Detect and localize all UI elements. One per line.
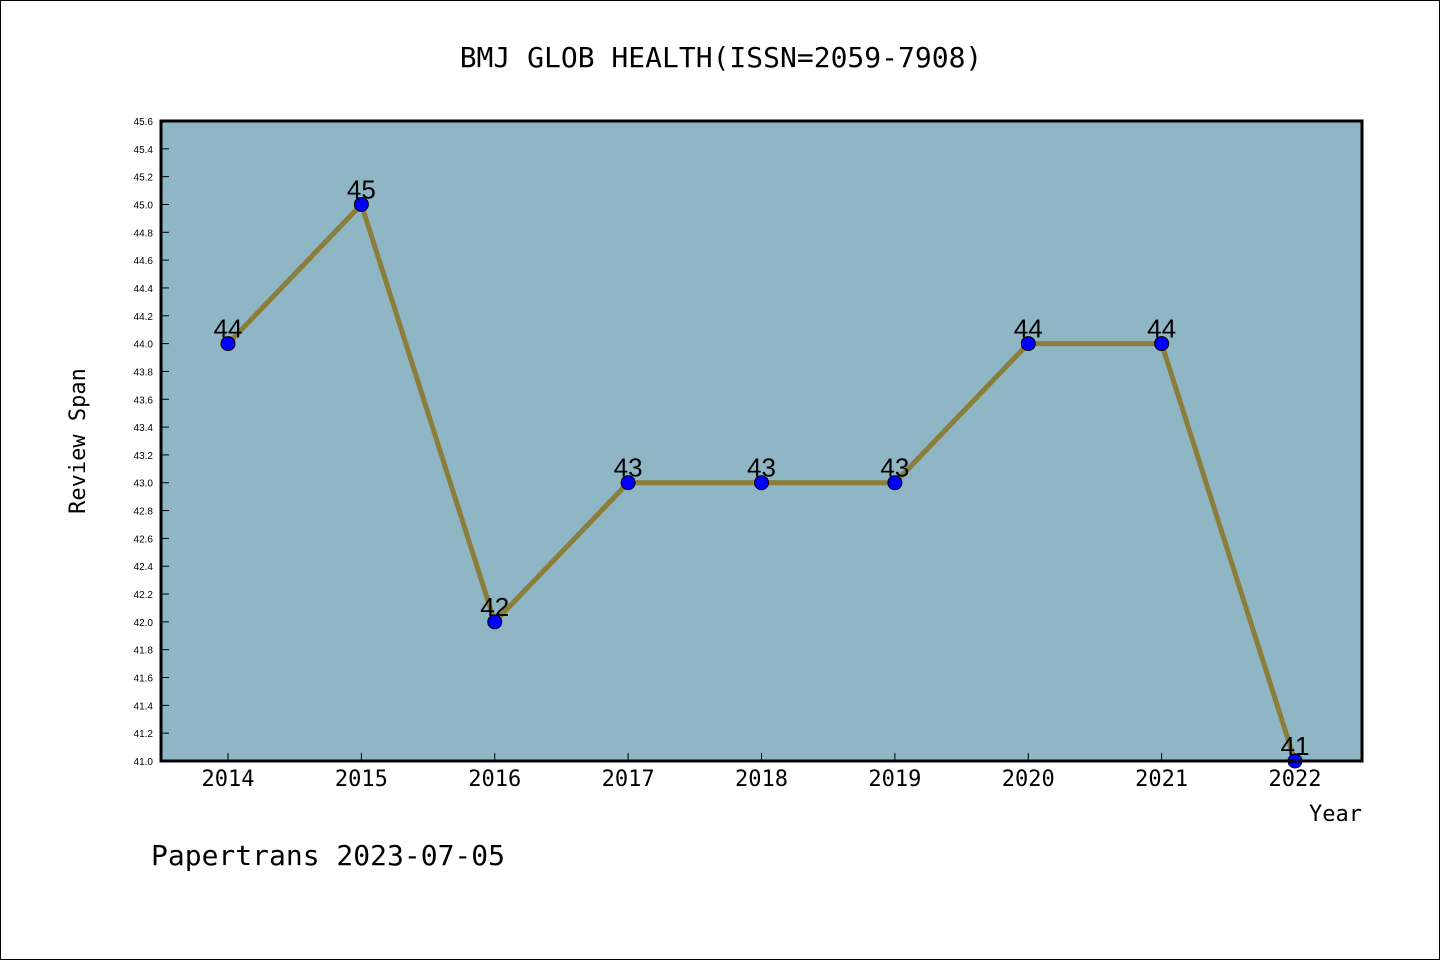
data-label: 44 [1014, 314, 1043, 344]
y-tick-label: 42.6 [134, 534, 154, 545]
y-tick-label: 43.6 [134, 395, 154, 406]
x-tick-label: 2017 [602, 767, 655, 792]
x-tick-label: 2022 [1269, 767, 1322, 792]
data-label: 43 [880, 453, 909, 483]
x-tick-label: 2014 [202, 767, 255, 792]
data-point [487, 614, 503, 630]
data-label: 43 [614, 453, 643, 483]
y-tick-label: 41.2 [134, 729, 154, 740]
data-point [620, 475, 636, 491]
series-layer: 44 45 42 43 43 43 44 44 41 [214, 174, 1310, 769]
data-point [1020, 336, 1036, 352]
x-axis: 2014 2015 2016 2017 2018 2019 2020 2021 2022 [202, 753, 1322, 792]
y-tick-label: 45.0 [134, 200, 154, 211]
y-tick-label: 42.2 [134, 590, 154, 601]
y-tick-label: 44.8 [134, 228, 154, 239]
x-tick-label: 2020 [1002, 767, 1055, 792]
plot-area [161, 121, 1362, 761]
y-tick-label: 45.4 [134, 145, 154, 156]
data-label: 44 [214, 314, 243, 344]
chart-title: BMJ GLOB HEALTH(ISSN=2059-7908) [460, 41, 983, 74]
data-point [353, 196, 369, 212]
y-tick-label: 45.6 [134, 117, 154, 128]
y-tick-label: 45.2 [134, 173, 154, 184]
y-tick-label: 44.4 [134, 284, 154, 295]
y-tick-label: 42.0 [134, 618, 154, 629]
watermark-text: Papertrans 2023-07-05 [151, 839, 505, 872]
data-label: 44 [1147, 314, 1176, 344]
x-tick-label: 2015 [335, 767, 388, 792]
y-axis-label: Review Span [66, 368, 91, 514]
x-tick-label: 2021 [1135, 767, 1188, 792]
x-axis-label: Year [1309, 802, 1362, 827]
data-label: 43 [747, 453, 776, 483]
y-tick-label: 43.8 [134, 367, 154, 378]
y-tick-label: 41.6 [134, 674, 154, 685]
y-tick-label: 44.0 [134, 340, 154, 351]
y-tick-label: 44.6 [134, 256, 154, 267]
y-tick-label: 41.4 [134, 701, 154, 712]
data-label: 42 [480, 592, 509, 622]
plot-border [159, 119, 1364, 763]
y-tick-label: 42.8 [134, 507, 154, 518]
y-tick-label: 43.4 [134, 423, 154, 434]
x-tick-label: 2018 [735, 767, 788, 792]
x-tick-label: 2019 [868, 767, 921, 792]
data-label: 41 [1281, 731, 1310, 761]
y-tick-label: 41.8 [134, 646, 154, 657]
data-point [887, 475, 903, 491]
y-tick-label: 42.4 [134, 562, 154, 573]
y-tick-label: 43.2 [134, 451, 154, 462]
data-point [754, 475, 769, 491]
data-label: 45 [347, 174, 376, 204]
data-point [220, 336, 236, 352]
data-point [1154, 336, 1170, 352]
x-tick-label: 2016 [468, 767, 521, 792]
y-tick-label: 44.2 [134, 312, 154, 323]
y-tick-label: 43.0 [134, 479, 154, 490]
y-tick-label: 41.0 [134, 757, 154, 768]
